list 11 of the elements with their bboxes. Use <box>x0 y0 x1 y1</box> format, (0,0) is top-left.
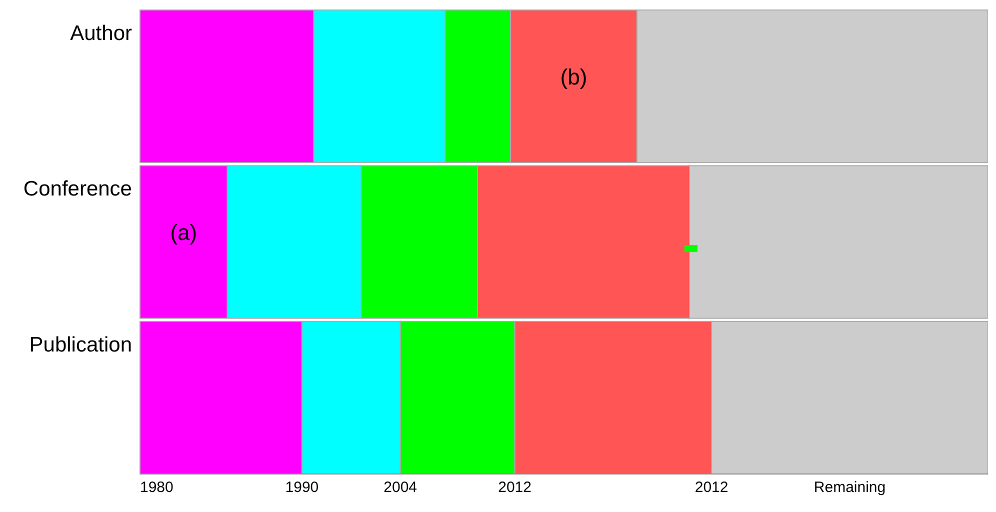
annotation: (b) <box>560 64 588 90</box>
text: 1980 <box>140 479 174 496</box>
y-tick-label: Author <box>70 22 132 45</box>
annotation: (a) <box>170 220 198 246</box>
y-tick-label: Publication <box>29 333 132 356</box>
text: Remaining <box>814 479 886 496</box>
y-tick-label: Conference <box>23 178 132 201</box>
text: 2012 <box>498 479 532 496</box>
text: 2004 <box>384 479 418 496</box>
text: 1990 <box>285 479 319 496</box>
text: 2012 <box>694 479 728 496</box>
